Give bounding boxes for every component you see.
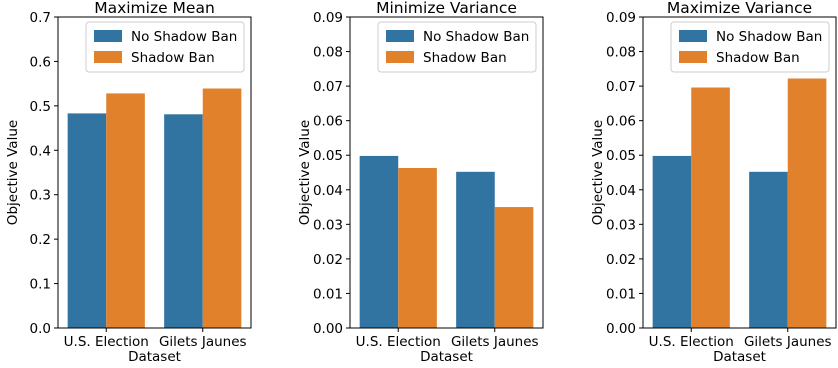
legend-swatch-shadow-ban (679, 51, 707, 63)
bar-no-shadow-ban-1 (749, 171, 788, 328)
chart-title: Maximize Variance (667, 0, 812, 17)
y-tick-label: 0.2 (30, 232, 51, 248)
y-tick-label: 0.07 (313, 79, 343, 95)
legend-label: Shadow Ban (131, 50, 215, 66)
y-axis-label: Objective Value (590, 120, 606, 225)
y-tick-label: 0.05 (313, 148, 343, 164)
x-axis-label: Dataset (128, 349, 181, 365)
y-tick-label: 0.00 (313, 321, 343, 337)
bar-shadow-ban-0 (398, 168, 437, 328)
y-tick-label: 0.02 (313, 252, 343, 268)
legend-swatch-no-shadow-ban (679, 30, 707, 42)
legend-box (670, 21, 830, 73)
y-tick-label: 0.04 (606, 183, 636, 199)
axes-frame (642, 16, 837, 329)
y-tick-label: 0.03 (313, 217, 343, 233)
bar-no-shadow-ban-1 (164, 114, 203, 328)
x-tick-label: Gilets Jaunes (159, 334, 247, 350)
y-tick-label: 0.3 (30, 188, 51, 204)
bar-no-shadow-ban-0 (652, 155, 692, 328)
bar-no-shadow-ban-1 (456, 171, 495, 328)
bar-shadow-ban-0 (691, 87, 730, 328)
bar-shadow-ban-1 (494, 207, 534, 328)
legend-label: No Shadow Ban (131, 29, 237, 45)
legend-box (377, 21, 537, 73)
legend-box (85, 21, 245, 73)
legend-label: No Shadow Ban (423, 29, 529, 45)
x-tick-label: U.S. Election (356, 334, 441, 350)
y-tick-label: 0.06 (313, 114, 343, 130)
y-tick-label: 0.03 (606, 217, 636, 233)
x-tick-label: U.S. Election (64, 334, 149, 350)
y-tick-label: 0.06 (606, 114, 636, 130)
x-axis-label: Dataset (420, 349, 473, 365)
x-axis-label: Dataset (713, 349, 766, 365)
x-tick-label: U.S. Election (649, 334, 734, 350)
x-tick-label: Gilets Jaunes (744, 334, 832, 350)
y-tick-label: 0.01 (313, 286, 343, 302)
y-tick-label: 0.0 (30, 321, 51, 337)
y-tick-label: 0.4 (30, 143, 51, 159)
y-tick-label: 0.07 (606, 79, 636, 95)
y-axis-label: Objective Value (5, 120, 21, 225)
y-tick-label: 0.09 (606, 10, 636, 26)
legend-label: Shadow Ban (423, 50, 507, 66)
bar-no-shadow-ban-0 (67, 113, 107, 328)
y-tick-label: 0.7 (30, 10, 51, 26)
y-tick-label: 0.04 (313, 183, 343, 199)
legend-swatch-no-shadow-ban (386, 30, 414, 42)
y-axis-label: Objective Value (297, 120, 313, 225)
x-tick-label: Gilets Jaunes (451, 334, 539, 350)
y-tick-label: 0.6 (30, 54, 51, 70)
bar-no-shadow-ban-0 (359, 155, 399, 328)
bar-shadow-ban-1 (202, 88, 242, 328)
y-tick-label: 0.08 (606, 45, 636, 61)
y-tick-label: 0.05 (606, 148, 636, 164)
y-tick-label: 0.09 (313, 10, 343, 26)
bar-shadow-ban-0 (106, 93, 145, 328)
y-tick-label: 0.02 (606, 252, 636, 268)
axes-frame (349, 16, 544, 329)
legend-label: Shadow Ban (716, 50, 800, 66)
y-tick-label: 0.5 (30, 99, 51, 115)
axes-frame (57, 16, 252, 329)
chart-title: Maximize Mean (94, 0, 215, 17)
legend-swatch-shadow-ban (386, 51, 414, 63)
y-tick-label: 0.1 (30, 277, 51, 293)
y-tick-label: 0.00 (606, 321, 636, 337)
legend-swatch-shadow-ban (94, 51, 122, 63)
y-tick-label: 0.08 (313, 45, 343, 61)
legend-label: No Shadow Ban (716, 29, 822, 45)
bar-shadow-ban-1 (787, 78, 827, 329)
legend-swatch-no-shadow-ban (94, 30, 122, 42)
y-tick-label: 0.01 (606, 286, 636, 302)
chart-title: Minimize Variance (376, 0, 517, 17)
